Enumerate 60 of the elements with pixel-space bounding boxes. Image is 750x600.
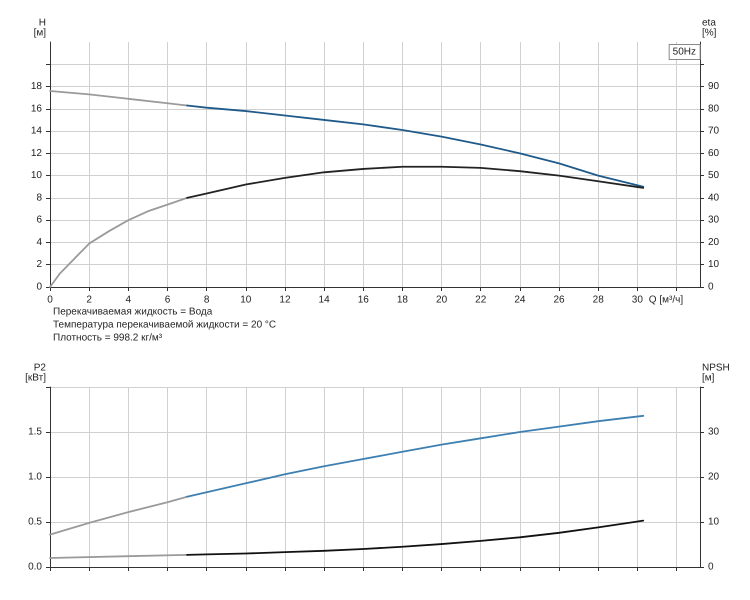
- y-tick-label: 16: [30, 103, 42, 114]
- x-tick-label: 20: [436, 294, 448, 306]
- y2-tick-label: 50: [708, 170, 720, 182]
- y-tick-label: 0: [36, 282, 42, 292]
- x-tick-label: 0: [47, 294, 54, 306]
- y-tick-label: 6: [36, 214, 42, 226]
- line-series: [186, 414, 644, 498]
- y2-tick-label: 0: [708, 562, 714, 572]
- line-series: [49, 197, 188, 288]
- y2-tick-label: 40: [708, 192, 720, 204]
- x-tick-label: 24: [514, 294, 526, 306]
- text: Плотность = 998.2 кг/м³: [53, 332, 163, 344]
- x-tick-label: 10: [240, 294, 252, 306]
- y-tick-label: 4: [36, 236, 42, 248]
- y-tick-label: 12: [30, 148, 42, 159]
- y2-tick-label: 30: [708, 214, 720, 226]
- x-tick-label: 28: [592, 294, 604, 306]
- x-tick-label: 30: [632, 294, 644, 306]
- y-tick-label: 0.5: [28, 516, 42, 528]
- y-tick-label: 10: [30, 170, 42, 182]
- y2-tick-label: 90: [708, 81, 720, 92]
- line-series: [186, 104, 644, 188]
- y-tick-label: 1.0: [28, 472, 42, 482]
- y2-axis-title: NPSH [м]: [702, 362, 730, 384]
- y-tick-label: 2: [36, 259, 42, 270]
- x-tick-label: 22: [475, 294, 487, 306]
- y2-tick-label: 80: [708, 103, 720, 114]
- x-tick-label: 8: [204, 294, 210, 306]
- y-tick-label: 18: [30, 81, 42, 92]
- text: Температура перекачиваемой жидкости = 20 °C: [53, 320, 276, 330]
- line-series: [186, 520, 644, 556]
- chart-title: 50Hz: [672, 46, 696, 58]
- line-series: [49, 90, 188, 106]
- y2-axis-title: eta [%]: [702, 18, 717, 38]
- x-tick-label: 6: [164, 294, 171, 306]
- x-tick-label: 16: [358, 294, 370, 306]
- x-tick-label: 4: [126, 294, 132, 306]
- y-axis-title: H [м]: [34, 18, 46, 38]
- y2-tick-label: 20: [708, 236, 720, 248]
- y2-tick-label: 0: [708, 282, 714, 292]
- y-tick-label: 8: [36, 192, 42, 204]
- y2-tick-label: 10: [708, 516, 720, 528]
- y-tick-label: 1.5: [28, 426, 42, 438]
- y-tick-label: 14: [30, 126, 42, 137]
- y2-tick-label: 20: [708, 472, 720, 482]
- y-axis-title: P2 [кВт]: [25, 362, 46, 384]
- text: Перекачиваемая жидкость = Вода: [53, 306, 213, 318]
- x-axis-title: Q [м³/ч]: [648, 294, 684, 306]
- y2-tick-label: 30: [708, 426, 720, 438]
- x-tick-label: 26: [553, 294, 566, 306]
- y2-tick-label: 10: [708, 259, 720, 270]
- y-tick-label: 0.0: [28, 562, 42, 572]
- y2-tick-label: 70: [708, 126, 720, 137]
- x-tick-label: 2: [86, 294, 92, 306]
- x-tick-label: 12: [279, 294, 291, 306]
- x-tick-label: 14: [318, 294, 330, 306]
- line-series: [186, 166, 644, 199]
- y2-tick-label: 60: [708, 148, 720, 159]
- x-tick-label: 18: [396, 294, 408, 306]
- line-series: [49, 496, 188, 536]
